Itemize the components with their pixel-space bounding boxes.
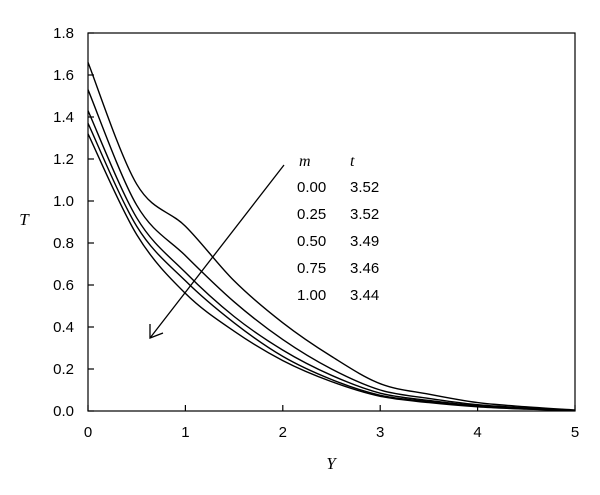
x-tick-label: 0 [84, 424, 92, 441]
y-tick-label: 0.8 [53, 235, 74, 252]
legend-cell: 0.25 [297, 206, 326, 223]
trend-arrow-line [149, 164, 285, 339]
x-tick-label: 3 [376, 424, 384, 441]
legend-cell: 3.52 [350, 179, 379, 196]
y-tick-label: 1.4 [53, 109, 74, 126]
y-tick-label: 1.6 [53, 67, 74, 84]
legend-cell: 3.44 [350, 287, 379, 304]
series-line [87, 89, 576, 411]
x-tick-label: 1 [181, 424, 189, 441]
series-line [87, 123, 576, 412]
y-tick-label: 1.8 [53, 25, 74, 42]
legend-header-m: m [299, 153, 311, 170]
y-tick-label: 0.4 [53, 319, 74, 336]
legend-table: m t 0.00 3.52 0.25 3.52 0.50 3.49 0.75 3… [297, 153, 379, 304]
y-axis: 0.0 0.2 0.4 0.6 0.8 1.0 1.2 1.4 1.6 1.8 [53, 25, 94, 420]
series-line [87, 110, 576, 412]
trend-arrow-head [149, 324, 164, 339]
legend-cell: 1.00 [297, 287, 326, 304]
series-line [87, 62, 576, 411]
legend-cell: 0.50 [297, 233, 326, 250]
series-line [87, 133, 576, 412]
legend-cell: 0.75 [297, 260, 326, 277]
legend-cell: 3.46 [350, 260, 379, 277]
legend-cell: 3.49 [350, 233, 379, 250]
x-tick-label: 5 [571, 424, 579, 441]
y-tick-label: 0.6 [53, 277, 74, 294]
y-axis-title: T [19, 210, 30, 229]
trend-arrow [149, 164, 285, 339]
plot-frame [87, 32, 576, 412]
legend-cell: 3.52 [350, 206, 379, 223]
x-tick-label: 4 [473, 424, 481, 441]
y-tick-label: 0.0 [53, 403, 74, 420]
x-axis-title: Y [326, 454, 337, 473]
x-tick-label: 2 [279, 424, 287, 441]
y-tick-label: 1.2 [53, 151, 74, 168]
series-group [87, 62, 576, 412]
y-tick-label: 0.2 [53, 361, 74, 378]
legend-cell: 0.00 [297, 179, 326, 196]
y-tick-label: 1.0 [53, 193, 74, 210]
legend-header-t: t [350, 153, 355, 170]
